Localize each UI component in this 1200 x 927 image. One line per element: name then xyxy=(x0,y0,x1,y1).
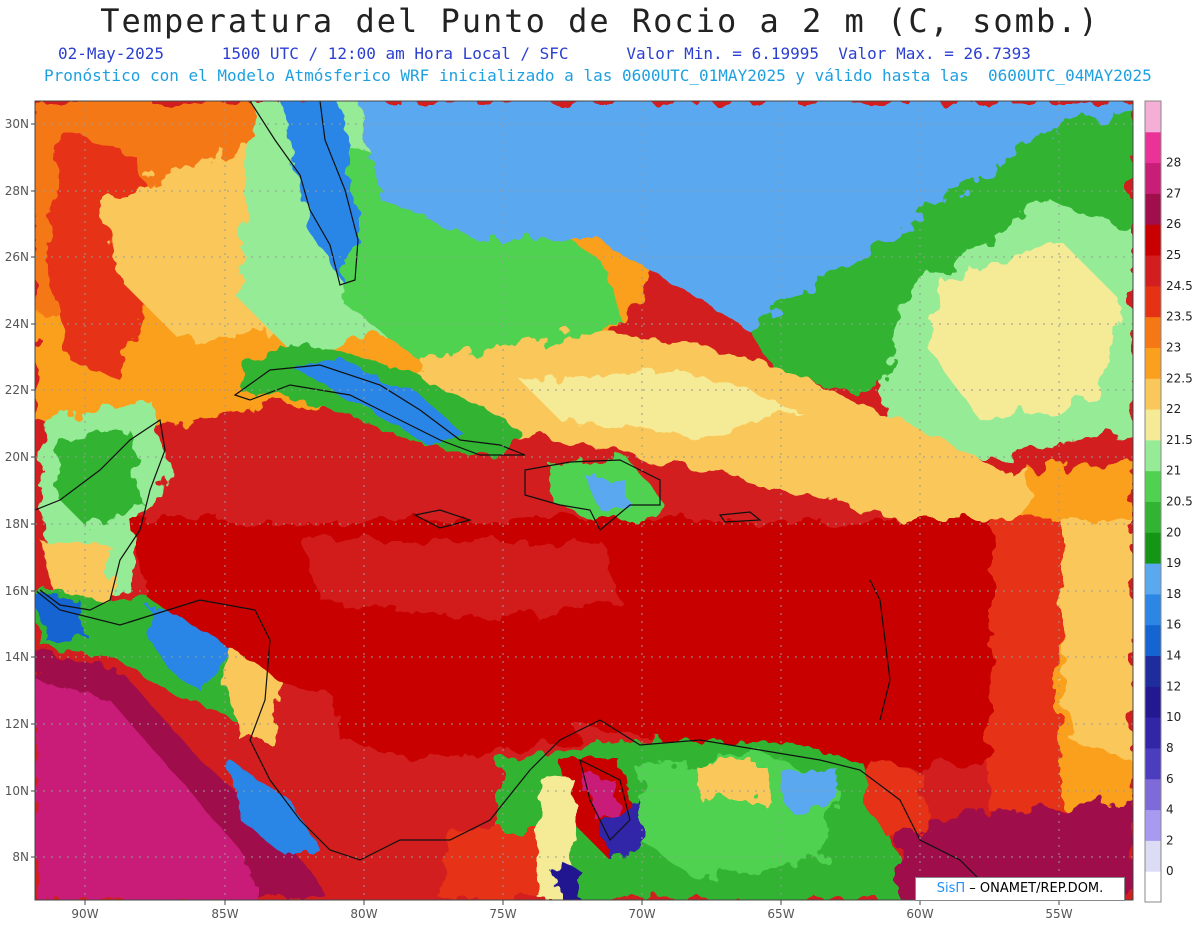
lat-label: 28N xyxy=(5,184,29,198)
lat-label: 20N xyxy=(5,450,29,464)
lon-label: 75W xyxy=(489,907,516,921)
colorbar-label: 21 xyxy=(1166,464,1181,478)
colorbar-swatch xyxy=(1145,193,1161,225)
brand-logo-text: SisΠ xyxy=(936,881,966,896)
lon-label: 65W xyxy=(767,907,794,921)
colorbar-swatch xyxy=(1145,470,1161,502)
colorbar-label: 18 xyxy=(1166,587,1181,601)
colorbar-label: 27 xyxy=(1166,186,1181,200)
colorbar-swatch xyxy=(1145,409,1161,441)
lon-label: 55W xyxy=(1045,907,1072,921)
colorbar-label: 0 xyxy=(1166,864,1174,878)
lon-label: 90W xyxy=(71,907,98,921)
colorbar-label: 28 xyxy=(1166,156,1181,170)
colorbar: 0 2 4 6 8 10 12 14 16 18 19 20 20.5 21 21.5 22 22.5 23 23.… xyxy=(1144,100,1193,903)
colorbar-label: 23 xyxy=(1166,340,1181,354)
colorbar-swatch xyxy=(1145,871,1161,903)
colorbar-swatch xyxy=(1145,840,1161,872)
colorbar-swatch xyxy=(1145,655,1161,687)
colorbar-label: 10 xyxy=(1166,710,1181,724)
colorbar-label: 25 xyxy=(1166,248,1181,262)
colorbar-frame xyxy=(1144,100,1162,903)
credit-text: – ONAMET/REP.DOM. xyxy=(965,881,1104,896)
colorbar-swatch xyxy=(1145,563,1161,595)
lat-label: 26N xyxy=(5,250,29,264)
lon-label: 80W xyxy=(350,907,377,921)
colorbar-label: 4 xyxy=(1166,803,1174,817)
colorbar-swatch xyxy=(1145,809,1161,841)
coastlines xyxy=(35,101,1001,900)
colorbar-swatch xyxy=(1145,747,1161,780)
lat-label: 18N xyxy=(5,517,29,531)
colorbar-label: 22 xyxy=(1166,402,1181,416)
lat-label: 12N xyxy=(5,717,29,731)
lon-label: 85W xyxy=(211,907,238,921)
map-plot-area xyxy=(35,101,1133,900)
colorbar-swatch xyxy=(1145,285,1161,318)
colorbar-swatch xyxy=(1145,686,1161,718)
colorbar-label: 12 xyxy=(1166,679,1181,693)
dewpoint-field xyxy=(35,101,1133,900)
valid-time: 1500 UTC / 12:00 am Hora Local / SFC xyxy=(221,44,569,63)
colorbar-label: 21.5 xyxy=(1166,433,1193,447)
lat-label: 16N xyxy=(5,584,29,598)
colorbar-swatch xyxy=(1145,224,1161,256)
lat-label: 10N xyxy=(5,784,29,798)
colorbar-swatch xyxy=(1145,717,1161,749)
colorbar-label: 20 xyxy=(1166,525,1181,539)
colorbar-label: 6 xyxy=(1166,772,1174,786)
colorbar-label: 8 xyxy=(1166,741,1174,755)
subtitle-line: 02-May-2025 1500 UTC / 12:00 am Hora Loc… xyxy=(58,44,1031,63)
longitude-axis: 90W 85W 80W 75W 70W 65W 60W 55W xyxy=(71,900,1073,921)
lon-label: 70W xyxy=(628,907,655,921)
colorbar-swatch xyxy=(1145,162,1161,194)
colorbar-label: 22.5 xyxy=(1166,371,1193,385)
colorbar-label: 20.5 xyxy=(1166,495,1193,509)
colorbar-swatch xyxy=(1145,778,1161,811)
colorbar-swatch xyxy=(1145,439,1161,472)
colorbar-swatch xyxy=(1145,316,1161,348)
graticule xyxy=(35,101,1133,900)
lon-label: 60W xyxy=(906,907,933,921)
lat-label: 30N xyxy=(5,117,29,131)
colorbar-swatch xyxy=(1145,101,1161,133)
colorbar-label: 23.5 xyxy=(1166,310,1193,324)
credit-box: SisΠ – ONAMET/REP.DOM. xyxy=(915,877,1125,901)
colorbar-swatch xyxy=(1145,255,1161,287)
colorbar-label: 2 xyxy=(1166,833,1174,847)
colorbar-swatch xyxy=(1145,347,1161,379)
lat-label: 22N xyxy=(5,383,29,397)
value-min: Valor Min. = 6.19995 xyxy=(626,44,819,63)
lat-label: 24N xyxy=(5,317,29,331)
colorbar-label: 24.5 xyxy=(1166,279,1193,293)
valid-date: 02-May-2025 xyxy=(58,44,164,63)
colorbar-label: 14 xyxy=(1166,649,1181,663)
map-frame xyxy=(34,100,1134,901)
colorbar-label: 26 xyxy=(1166,217,1181,231)
lat-label: 8N xyxy=(12,850,29,864)
colorbar-swatch xyxy=(1145,624,1161,657)
lat-label: 14N xyxy=(5,650,29,664)
colorbar-swatch xyxy=(1145,532,1161,564)
colorbar-swatch xyxy=(1145,131,1161,164)
colorbar-label: 16 xyxy=(1166,618,1181,632)
map-title: Temperatura del Punto de Rocio a 2 m (C,… xyxy=(100,2,1100,40)
value-max: Valor Max. = 26.7393 xyxy=(838,44,1031,63)
colorbar-swatch xyxy=(1145,501,1161,533)
latitude-axis: 30N 28N 26N 24N 22N 20N 18N 16N 14N 12N … xyxy=(5,117,35,864)
colorbar-swatch xyxy=(1145,378,1161,410)
colorbar-label: 19 xyxy=(1166,556,1181,570)
forecast-line: Pronóstico con el Modelo Atmósferico WRF… xyxy=(44,66,1152,85)
colorbar-swatch xyxy=(1145,593,1161,626)
